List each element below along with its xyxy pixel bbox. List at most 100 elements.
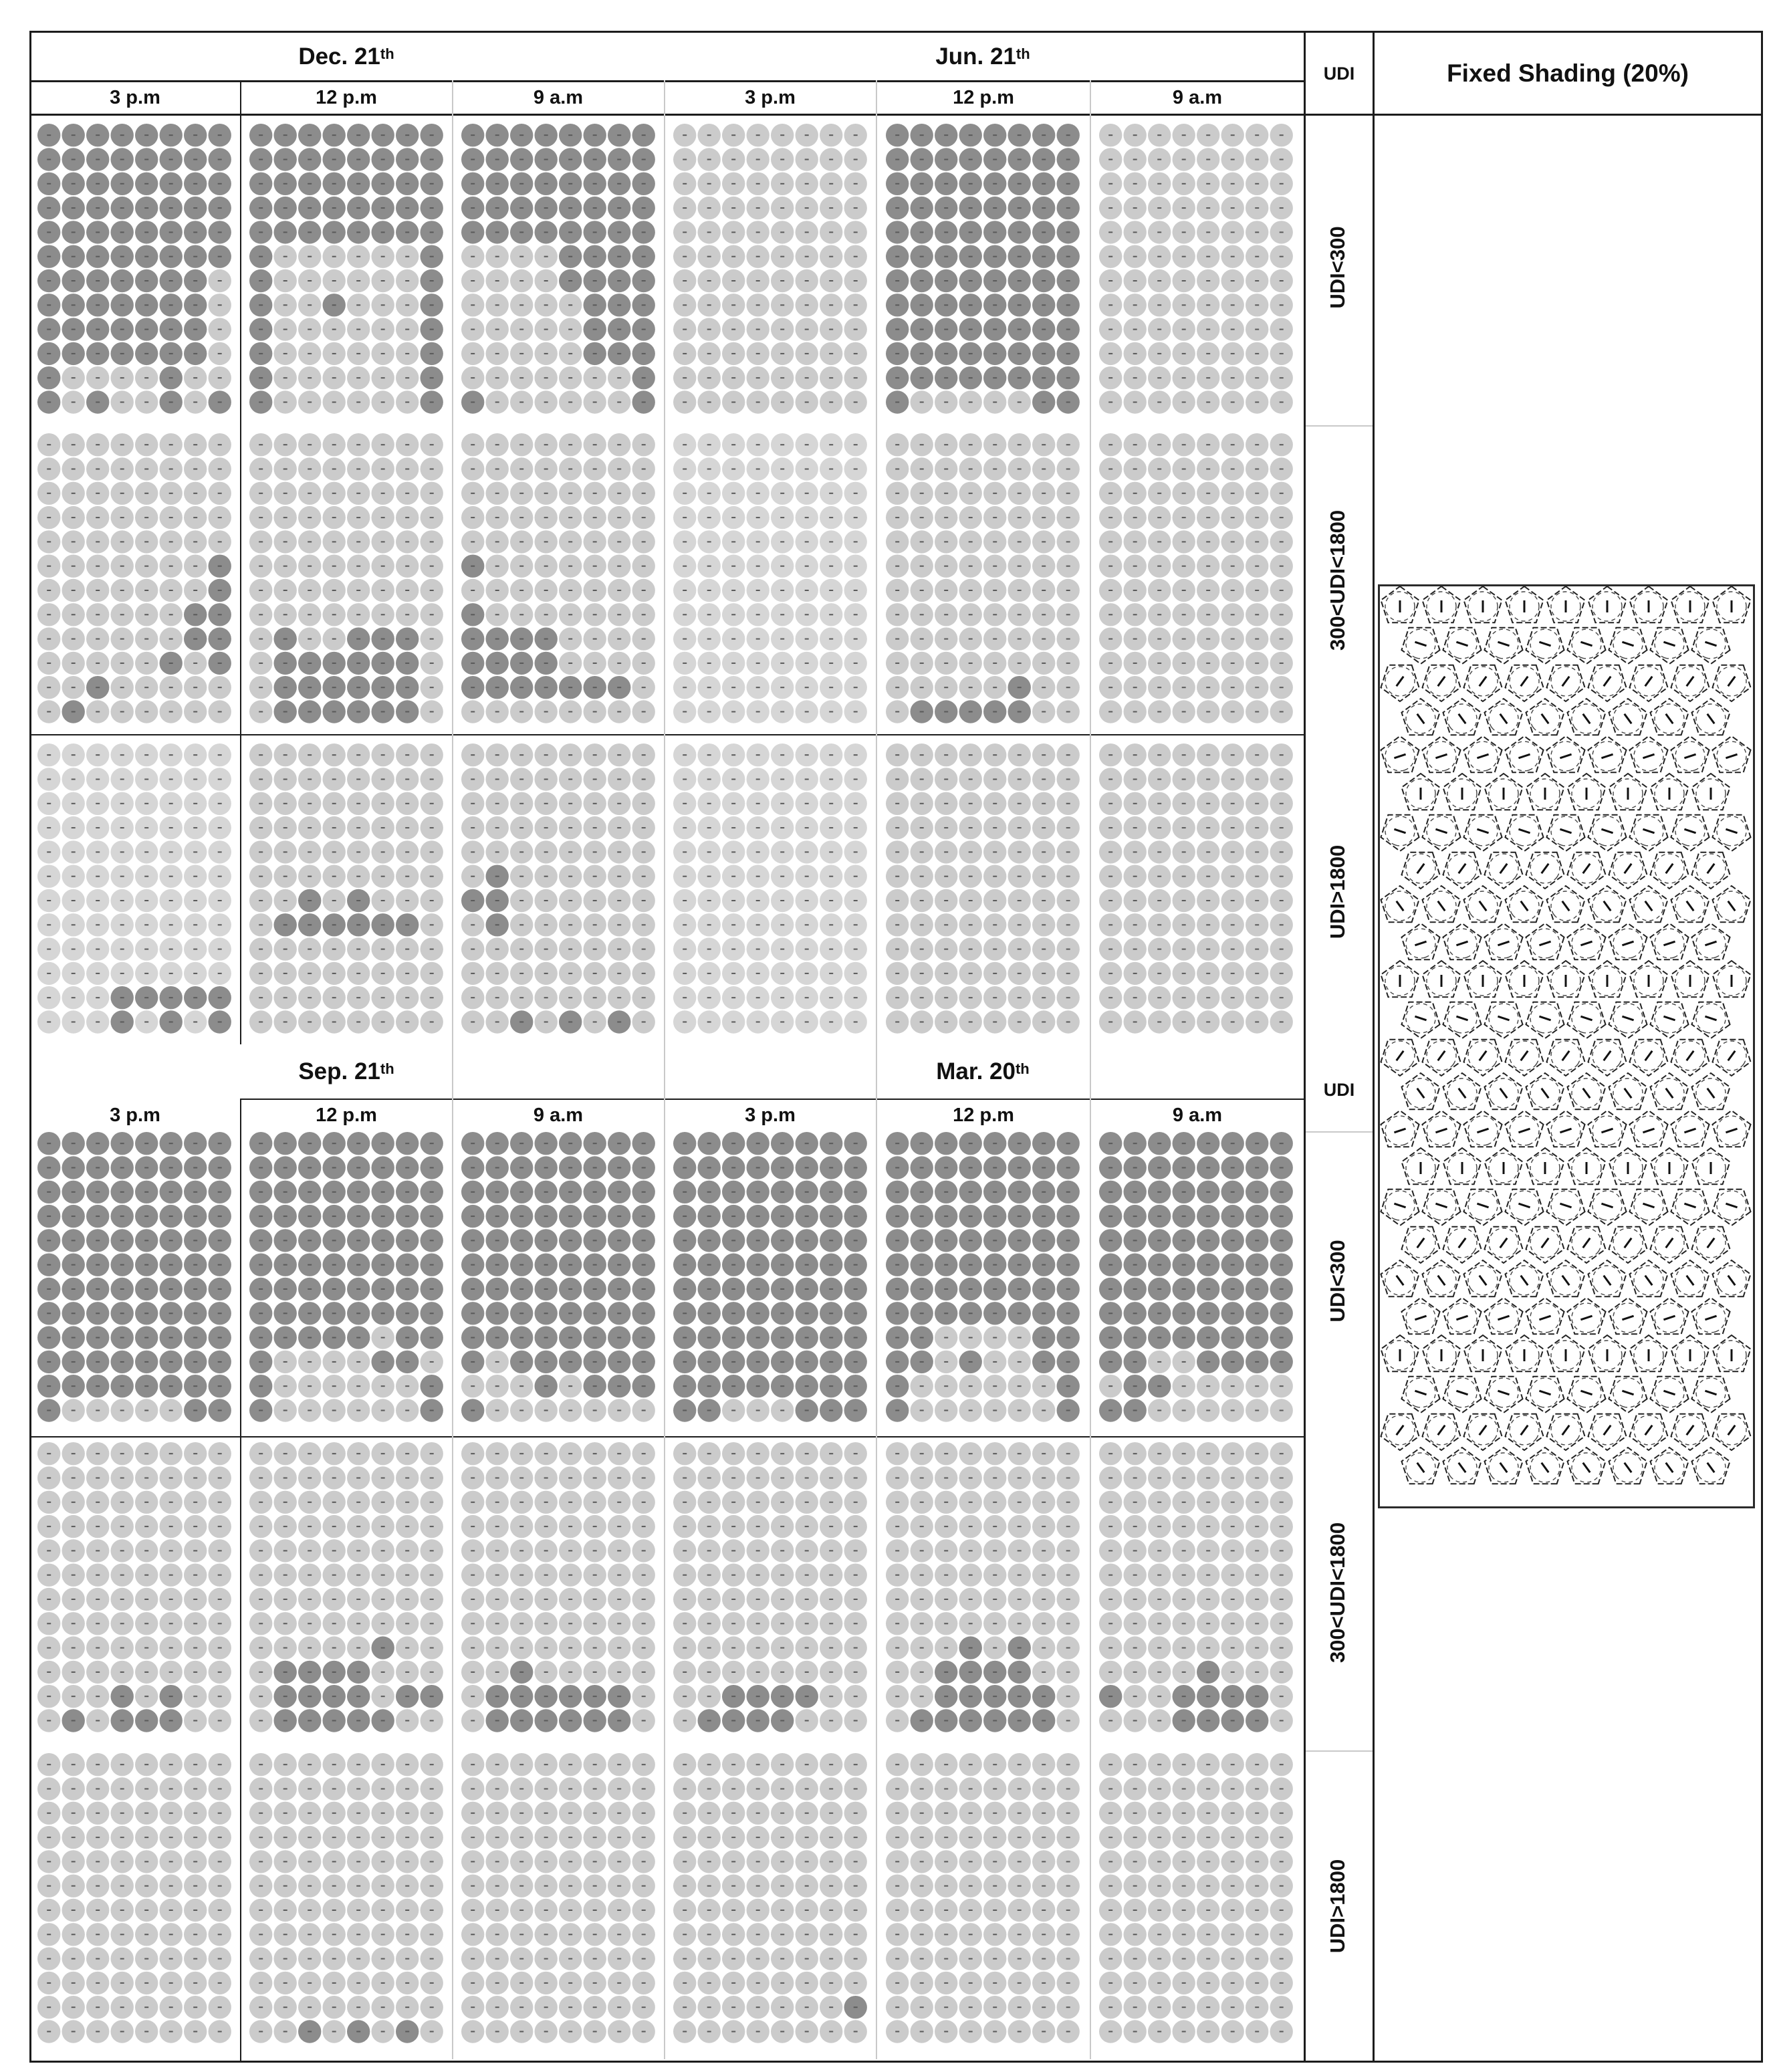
sensor-value-mark <box>731 352 736 354</box>
sensor-value-mark <box>120 1021 124 1023</box>
sensor-value-mark <box>259 158 263 160</box>
sensor-value-mark <box>405 158 410 160</box>
sensor-value-mark <box>617 377 622 379</box>
sensor-value-mark <box>308 1216 312 1218</box>
sensor-value-mark <box>47 1361 51 1363</box>
sensor-value-mark <box>592 1361 597 1363</box>
sensor-value-mark <box>1066 401 1070 403</box>
sensor-value-mark <box>1279 444 1284 446</box>
sensor-value-mark <box>405 1409 410 1411</box>
sensor-value-mark <box>968 754 973 756</box>
sensor-value-mark <box>1017 255 1022 257</box>
sensor-value-mark <box>780 231 785 233</box>
sensor-value-mark <box>168 1312 173 1314</box>
sensor-value-mark <box>1255 1143 1260 1145</box>
sensor-value-mark <box>568 468 573 470</box>
sensor-value-mark <box>968 328 973 330</box>
sensor-value-mark <box>1157 1361 1162 1363</box>
sensor-value-mark <box>1108 972 1113 974</box>
sensor-value-mark <box>144 517 149 519</box>
sensor-value-mark <box>1230 997 1235 999</box>
sensor-value-mark <box>332 1264 336 1266</box>
sensor-value-mark <box>1108 1361 1113 1363</box>
sensor-value-mark <box>895 231 900 233</box>
sensor-value-mark <box>919 183 924 185</box>
sensor-value-mark <box>1108 304 1113 306</box>
sensor-value-mark <box>683 972 687 974</box>
sensor-value-mark <box>120 541 124 543</box>
sensor-value-mark <box>780 875 785 877</box>
sensor-value-mark <box>853 517 858 519</box>
sensor-value-mark <box>144 207 149 209</box>
sensor-value-mark <box>429 1216 434 1218</box>
sensor-value-mark <box>944 972 949 974</box>
sensor-value-mark <box>1181 778 1186 780</box>
sensor-value-mark <box>755 565 760 567</box>
sensor-value-mark <box>283 754 287 756</box>
sensor-value-mark <box>804 924 809 926</box>
sensor-value-mark <box>780 1361 785 1363</box>
sensor-value-mark <box>332 1599 336 1600</box>
sensor-value-mark <box>380 541 385 543</box>
sensor-value-mark <box>1206 401 1211 403</box>
sensor-value-mark <box>683 328 687 330</box>
sensor-value-mark <box>429 1264 434 1266</box>
sensor-value-mark <box>968 1191 973 1193</box>
sensor-value-mark <box>544 1288 548 1290</box>
sensor-value-mark <box>259 687 263 689</box>
sensor-value-mark <box>804 468 809 470</box>
sensor-value-mark <box>193 304 198 306</box>
sensor-value-mark <box>405 304 410 306</box>
sensor-value-mark <box>356 711 361 713</box>
sensor-value-mark <box>168 851 173 853</box>
sensor-value-mark <box>1017 1240 1022 1242</box>
sensor-value-mark <box>617 972 622 974</box>
sensor-value-mark <box>47 638 51 640</box>
sensor-value-mark <box>968 280 973 281</box>
sensor-value-mark <box>1255 802 1260 804</box>
sensor-value-mark <box>1230 444 1235 446</box>
sensor-value-mark <box>283 1312 287 1314</box>
sensor-value-mark <box>568 401 573 403</box>
sensor-value-mark <box>1157 948 1162 950</box>
sensor-value-mark <box>829 875 834 877</box>
sensor-value-mark <box>1108 377 1113 379</box>
sensor-value-mark <box>853 231 858 233</box>
sensor-value-mark <box>544 754 548 756</box>
sensor-value-mark <box>283 1021 287 1023</box>
sensor-value-mark <box>495 924 499 926</box>
sensor-value-mark <box>471 754 475 756</box>
sensor-value-mark <box>144 972 149 974</box>
sensor-value-mark <box>1042 444 1046 446</box>
sensor-value-mark <box>283 565 287 567</box>
sensor-value-mark <box>919 924 924 926</box>
sensor-value-mark <box>1133 1240 1137 1242</box>
sensor-value-mark <box>120 1167 124 1169</box>
sensor-value-mark <box>1206 687 1211 689</box>
sensor-value-mark <box>1181 377 1186 379</box>
grid-panel <box>249 433 443 723</box>
sensor-value-mark <box>259 492 263 494</box>
sensor-value-mark <box>380 778 385 780</box>
sensor-value-mark <box>356 468 361 470</box>
sensor-value-mark <box>47 924 51 926</box>
sensor-value-mark <box>1066 183 1070 185</box>
sensor-value-mark <box>1206 541 1211 543</box>
sensor-value-mark <box>380 1409 385 1411</box>
sensor-value-mark <box>120 231 124 233</box>
sensor-value-mark <box>1255 754 1260 756</box>
sensor-value-mark <box>780 468 785 470</box>
sensor-value-mark <box>356 207 361 209</box>
sensor-value-mark <box>1108 827 1113 829</box>
sensor-value-mark <box>519 948 524 950</box>
sensor-value-mark <box>1017 517 1022 519</box>
sensor-value-mark <box>804 401 809 403</box>
sensor-value-mark <box>592 851 597 853</box>
sensor-value-mark <box>1157 183 1162 185</box>
sensor-value-mark <box>1042 875 1046 877</box>
sensor-value-mark <box>755 754 760 756</box>
sensor-value-mark <box>1279 401 1284 403</box>
sensor-value-mark <box>755 444 760 446</box>
sensor-value-mark <box>919 875 924 877</box>
sensor-value-mark <box>1230 1288 1235 1290</box>
